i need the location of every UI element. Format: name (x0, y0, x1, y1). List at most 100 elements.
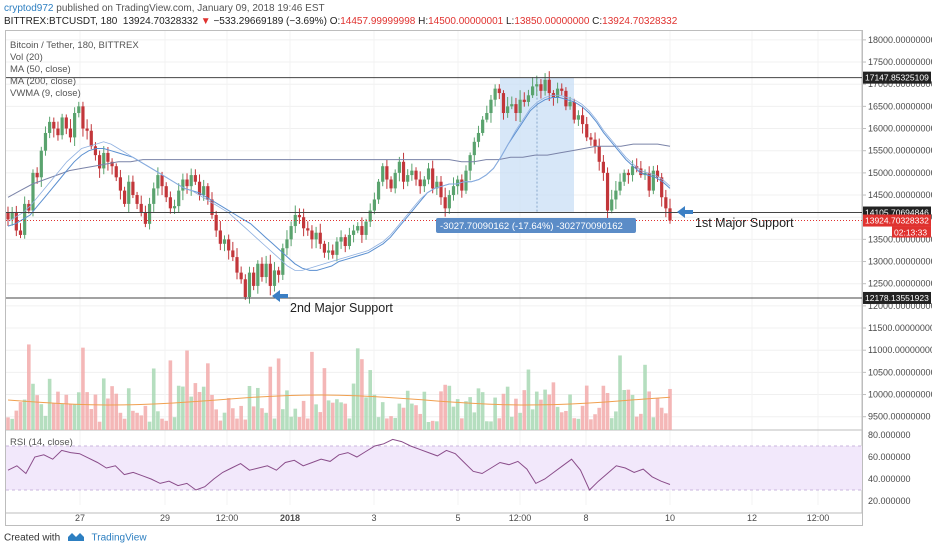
tradingview-link[interactable]: TradingView (91, 532, 147, 544)
candle-body (356, 226, 360, 231)
symbol-info: BITTREX:BTCUSDT, 180 13924.70328332 ▼ −5… (4, 16, 677, 27)
price-tick-label: 18000.00000000 (868, 35, 932, 45)
high-value: 14500.00000001 (428, 16, 504, 27)
candle-body (460, 179, 464, 191)
candle-body (314, 232, 318, 240)
candle-body (331, 250, 335, 255)
support-arrow-icon (272, 290, 288, 302)
volume-bar (443, 384, 447, 430)
candle-body (447, 195, 451, 209)
volume-bar (651, 417, 656, 430)
volume-bar (380, 402, 385, 430)
candle-body (364, 221, 368, 235)
rsi-legend[interactable]: RSI (14, close) (10, 437, 73, 448)
open-value: 14457.99999998 (340, 16, 416, 27)
candle-body (214, 214, 218, 231)
volume-bar (418, 413, 422, 430)
candle-body (85, 128, 89, 131)
volume-bar (555, 406, 560, 430)
volume-bar (405, 390, 410, 430)
candle-body (622, 172, 626, 182)
volume-bar (222, 412, 227, 430)
candle-body (655, 170, 660, 178)
time-tick-label: 29 (160, 513, 170, 523)
price-tick-label: 17500.00000000 (868, 57, 932, 67)
level-badge-label: 17147.85325109 (865, 73, 929, 83)
candle-body (35, 172, 39, 178)
volume-bar (131, 410, 135, 430)
candle-body (60, 117, 64, 136)
volume-bar (106, 398, 110, 430)
candle-body (580, 115, 585, 125)
candle-body (272, 270, 277, 286)
price-tick-label: 17000.00000000 (868, 79, 932, 89)
volume-bar (60, 403, 64, 430)
volume-bar (347, 418, 352, 430)
volume-bar (172, 417, 177, 430)
volume-bar (451, 406, 456, 430)
candle-body (501, 93, 506, 114)
candle-body (114, 166, 118, 178)
volume-bar (589, 419, 593, 430)
candle-body (422, 179, 426, 187)
volume-bar (389, 416, 393, 430)
candle-body (572, 101, 576, 120)
candle-body (10, 212, 14, 220)
legend-vol[interactable]: Vol (20) (10, 52, 43, 63)
volume-bar (81, 347, 85, 430)
volume-bar (376, 417, 381, 430)
volume-bar (264, 412, 268, 430)
volume-bar (493, 397, 497, 430)
candle-body (668, 208, 672, 221)
candle-body (181, 179, 185, 191)
last-price-badge-label: 13924.70328332 (865, 216, 929, 226)
candle-body (456, 179, 460, 187)
candle-body (589, 137, 593, 140)
price-tick-label: 15500.00000000 (868, 146, 932, 156)
volume-bar (64, 394, 69, 430)
volume-bar (630, 394, 635, 430)
close-value: 13924.70328332 (602, 16, 678, 27)
volume-bar (580, 405, 585, 430)
candle-body (376, 181, 381, 200)
candle-body (106, 152, 110, 162)
candle-body (297, 214, 302, 218)
legend-vwma[interactable]: VWMA (9, close) (10, 88, 81, 99)
volume-bar (35, 395, 39, 430)
rsi-tick-label: 80.000000 (868, 430, 911, 440)
candle-body (185, 179, 189, 187)
volume-bar (572, 418, 577, 430)
high-label: H: (418, 16, 429, 27)
volume-bar (118, 412, 123, 430)
volume-bar (326, 400, 331, 430)
candle-body (306, 228, 310, 231)
candle-body (339, 237, 343, 242)
volume-bar (393, 417, 398, 430)
volume-bar (559, 412, 564, 430)
time-tick-label: 8 (583, 513, 588, 523)
volume-bar (126, 388, 131, 430)
candle-body (256, 263, 260, 286)
volume-bar (201, 386, 206, 430)
volume-bar (618, 355, 622, 430)
volume-bar (668, 388, 672, 430)
price-tick-label: 13000.00000000 (868, 257, 932, 267)
author-link[interactable]: cryptod972 (4, 3, 54, 14)
candle-body (347, 234, 352, 247)
volume-bar (509, 416, 514, 430)
candle-body (322, 243, 327, 253)
legend-ma50[interactable]: MA (50, close) (10, 64, 71, 75)
publish-text: published on TradingView.com, January 09… (56, 3, 325, 14)
legend-ma200[interactable]: MA (200, close) (10, 76, 76, 87)
candle-body (285, 239, 289, 249)
volume-bar (626, 389, 631, 430)
candle-body (647, 172, 651, 191)
candle-body (410, 170, 414, 176)
price-change: −533.29669189 (−3.69%) (213, 16, 327, 27)
candle-body (485, 113, 489, 120)
candle-body (210, 199, 214, 215)
candle-body (39, 150, 43, 178)
countdown-label: 02:13:33 (894, 228, 927, 238)
volume-bar (164, 420, 169, 430)
